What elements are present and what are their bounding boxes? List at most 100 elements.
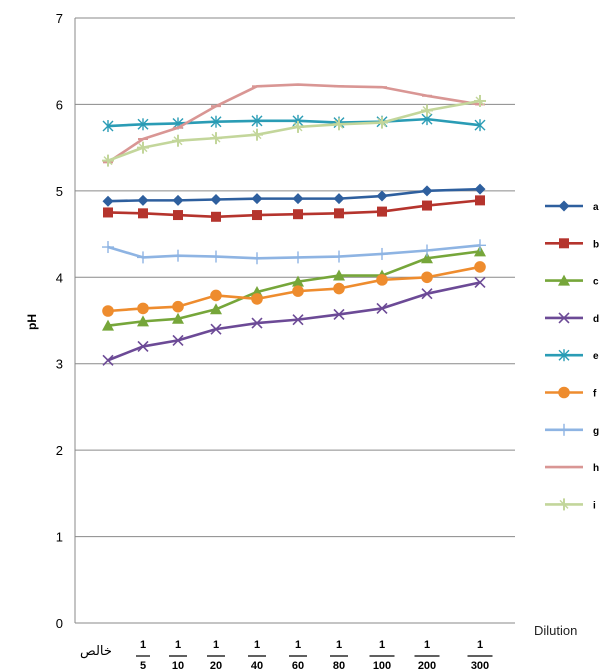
data-point-i	[376, 116, 388, 129]
legend-label: h	[593, 463, 599, 474]
series-line-c	[107, 250, 481, 327]
legend-item-i: i	[545, 498, 596, 511]
data-point-d	[376, 302, 388, 314]
data-point-d	[137, 340, 149, 352]
legend-marker	[558, 498, 570, 511]
data-point-a	[102, 195, 114, 207]
data-point-f	[102, 305, 114, 317]
data-point-d	[102, 354, 114, 366]
data-point-a	[137, 194, 149, 206]
data-point-a	[251, 193, 263, 205]
series-line-g	[107, 244, 481, 260]
series-line-h	[107, 83, 481, 164]
data-point-d	[421, 288, 433, 300]
x-tick-denominator: 300	[471, 660, 489, 669]
y-tick-label: 1	[56, 530, 63, 545]
data-point-a	[210, 194, 222, 205]
data-point-b	[293, 209, 303, 220]
x-tick-label: خالص	[80, 643, 112, 659]
legend-item-b: b	[545, 238, 599, 250]
x-tick-text: خالص	[80, 643, 112, 659]
legend-label: a	[593, 202, 599, 213]
series-line-f	[107, 265, 481, 313]
data-point-f	[137, 302, 149, 315]
series-b	[103, 195, 485, 222]
x-tick-denominator: 60	[292, 660, 304, 669]
legend-marker	[558, 423, 570, 436]
legend-item-h: h	[545, 463, 599, 474]
x-tick-numerator: 1	[336, 639, 342, 651]
data-point-f	[251, 293, 263, 305]
data-point-b	[334, 208, 344, 219]
x-tick-denominator: 10	[172, 660, 184, 669]
data-point-c	[172, 312, 184, 324]
data-point-a	[292, 193, 304, 205]
x-tick-numerator: 1	[140, 639, 146, 651]
data-point-c	[421, 252, 433, 264]
legend-marker	[558, 312, 570, 324]
data-point-i	[474, 94, 486, 107]
data-point-a	[333, 193, 345, 205]
grid-lines	[75, 17, 515, 624]
data-point-c	[210, 303, 222, 315]
legend-item-a: a	[545, 200, 599, 213]
legend-item-g: g	[545, 423, 599, 437]
legend-label: b	[593, 239, 599, 250]
x-tick-denominator: 20	[210, 660, 222, 669]
x-tick-numerator: 1	[213, 639, 219, 651]
legend-item-c: c	[545, 274, 599, 288]
legend-item-d: d	[545, 312, 599, 325]
data-point-g	[210, 250, 222, 263]
data-point-g	[474, 239, 486, 252]
data-point-g	[421, 244, 433, 257]
legend-marker	[558, 349, 570, 362]
data-point-c	[292, 275, 304, 287]
data-point-e	[251, 114, 263, 127]
data-point-d	[172, 334, 184, 346]
data-point-b	[211, 211, 221, 222]
data-point-e	[474, 119, 486, 132]
data-point-f	[376, 274, 388, 286]
x-tick-label: 1 20	[207, 639, 225, 669]
data-point-b	[252, 210, 262, 221]
data-point-i	[292, 120, 304, 133]
data-point-g	[102, 241, 114, 254]
legend-label: d	[593, 314, 599, 325]
legend-marker	[559, 238, 569, 249]
y-tick-label: 4	[56, 270, 63, 285]
data-point-a	[474, 183, 486, 195]
x-axis-title: Dilution	[534, 623, 577, 638]
data-point-f	[210, 289, 222, 302]
data-point-f	[292, 285, 304, 297]
data-point-i	[333, 118, 345, 131]
legend-marker	[558, 274, 570, 286]
data-point-e	[102, 120, 114, 133]
x-tick-denominator: 100	[373, 660, 391, 669]
series-a	[102, 183, 486, 207]
data-point-a	[376, 190, 388, 202]
series-h	[103, 83, 485, 164]
data-point-g	[376, 247, 388, 260]
data-point-d	[474, 276, 486, 289]
series-group	[102, 83, 486, 366]
x-tick-label: 1 80	[330, 639, 348, 669]
data-point-b	[103, 207, 113, 218]
data-point-a	[172, 194, 184, 206]
data-point-b	[475, 195, 485, 206]
data-point-c	[333, 269, 345, 281]
legend-item-e: e	[545, 349, 599, 362]
y-tick-label: 3	[56, 357, 63, 372]
x-tick-numerator: 1	[477, 639, 483, 651]
data-point-a	[421, 185, 433, 197]
x-tick-label: 1 200	[414, 639, 440, 669]
data-point-i	[137, 141, 149, 154]
x-tick-numerator: 1	[175, 639, 181, 651]
series-line-d	[107, 281, 481, 362]
x-tick-numerator: 1	[295, 639, 301, 651]
data-point-d	[251, 317, 263, 329]
legend-label: f	[593, 389, 597, 400]
data-point-i	[210, 132, 222, 145]
data-point-i	[421, 104, 433, 117]
y-tick-label: 5	[56, 184, 63, 199]
